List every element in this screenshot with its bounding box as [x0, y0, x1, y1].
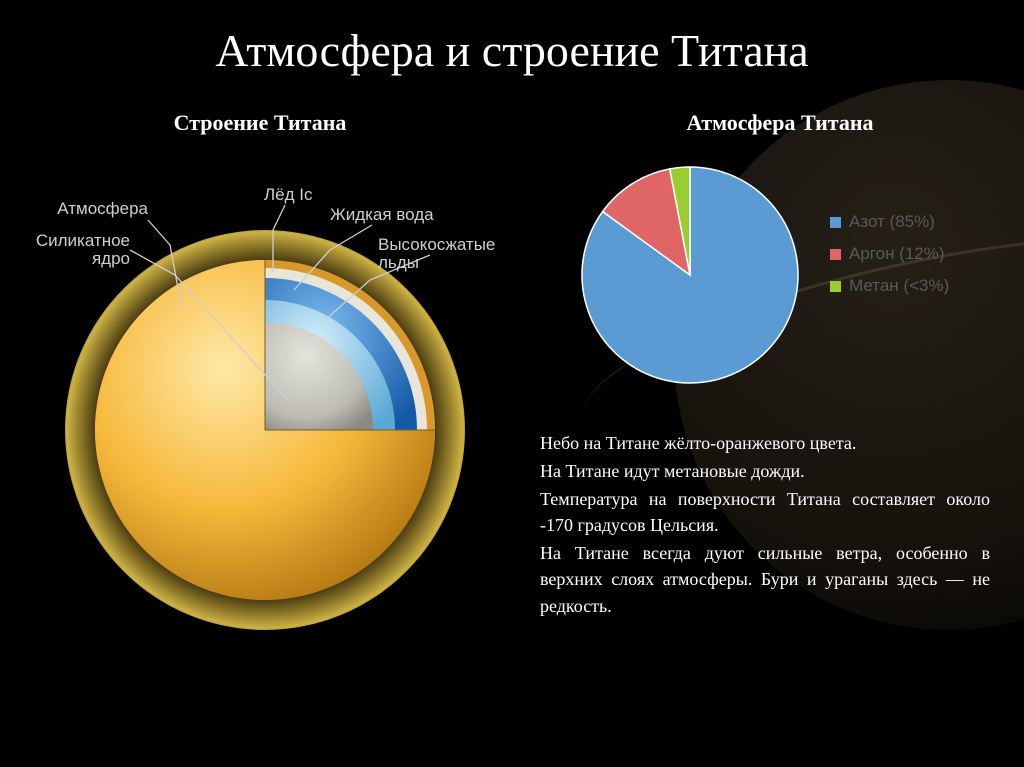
legend-item: Азот (85%): [830, 212, 949, 232]
atmosphere-subtitle: Атмосфера Титана: [560, 110, 1000, 136]
description-text: Небо на Титане жёлто-оранжевого цвета.На…: [540, 430, 990, 621]
legend-swatch: [830, 217, 841, 228]
legend-item: Метан (<3%): [830, 276, 949, 296]
atmosphere-pie-chart: [575, 160, 805, 390]
legend-label: Аргон (12%): [849, 244, 945, 264]
structure-panel: Строение Титана: [30, 110, 490, 136]
titan-structure-diagram: Атмосфера Силикатноеядро Лёд Iс Жидкая в…: [30, 150, 500, 630]
legend-label: Метан (<3%): [849, 276, 949, 296]
label-ice-ic: Лёд Iс: [264, 185, 313, 204]
pie-legend: Азот (85%) Аргон (12%) Метан (<3%): [830, 212, 949, 308]
cutaway-layers: [265, 260, 435, 430]
description-line: Температура на поверхности Титана состав…: [540, 486, 990, 538]
atmosphere-panel: Атмосфера Титана Азот (85%)Аргон (12%)Ме…: [560, 110, 1000, 136]
legend-item: Аргон (12%): [830, 244, 949, 264]
description-line: На Титане идут метановые дожди.: [540, 458, 990, 484]
legend-swatch: [830, 249, 841, 260]
label-hp-ice: Высокосжатыельды: [378, 235, 495, 272]
description-line: На Титане всегда дуют сильные ветра, осо…: [540, 540, 990, 618]
label-silicate-core: Силикатноеядро: [36, 231, 130, 268]
legend-swatch: [830, 281, 841, 292]
page-title: Атмосфера и строение Титана: [0, 0, 1024, 77]
label-liquid-water: Жидкая вода: [330, 205, 434, 224]
structure-subtitle: Строение Титана: [30, 110, 490, 136]
label-atmosphere: Атмосфера: [57, 199, 148, 218]
legend-label: Азот (85%): [849, 212, 935, 232]
description-line: Небо на Титане жёлто-оранжевого цвета.: [540, 430, 990, 456]
